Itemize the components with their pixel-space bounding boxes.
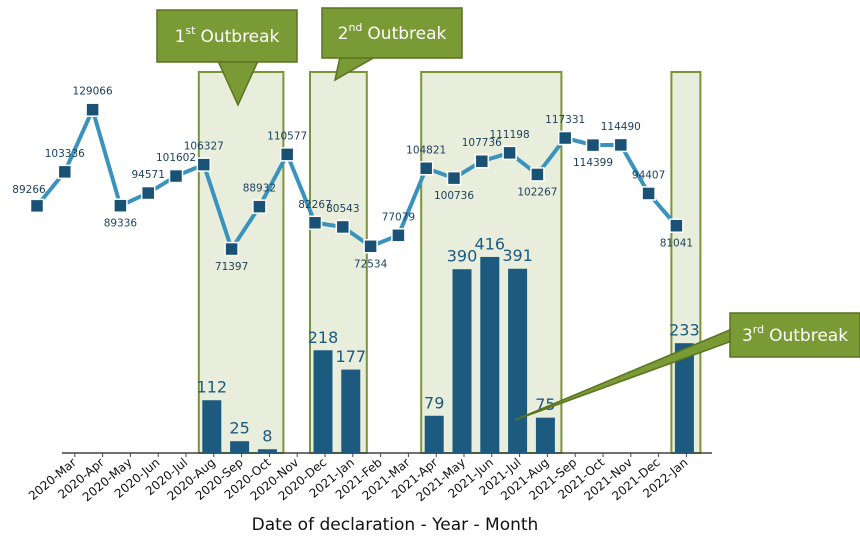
callout-label: 3rd Outbreak xyxy=(742,323,848,346)
line-marker xyxy=(85,102,100,117)
line-value-label: 80543 xyxy=(326,203,359,215)
line-value-label: 101602 xyxy=(156,152,196,164)
line-value-label: 103336 xyxy=(45,148,85,160)
callout-text: Outbreak xyxy=(367,24,446,44)
line-value-label: 94407 xyxy=(632,169,665,181)
line-marker xyxy=(252,199,267,214)
callout-label: 2nd Outbreak xyxy=(338,21,447,44)
line-value-label: 104821 xyxy=(406,144,446,156)
bar-value-label: 416 xyxy=(475,234,506,253)
line-marker xyxy=(363,239,378,254)
line-value-label: 102267 xyxy=(517,186,557,198)
line-marker xyxy=(557,130,573,146)
line-marker xyxy=(585,137,601,153)
callout-number: 2 xyxy=(338,24,349,44)
bar-value-label: 177 xyxy=(336,347,367,366)
bar-value-label: 25 xyxy=(229,419,249,438)
bar xyxy=(341,369,361,453)
line-marker xyxy=(113,198,128,213)
callout-box xyxy=(156,9,298,63)
bar xyxy=(452,269,472,453)
line-value-label: 88932 xyxy=(243,183,276,195)
line-value-label: 111198 xyxy=(490,129,530,141)
bar xyxy=(508,268,528,453)
line-marker xyxy=(474,153,490,169)
line-value-label: 114490 xyxy=(601,121,641,133)
line-value-label: 129066 xyxy=(73,86,113,98)
bar xyxy=(313,350,333,453)
bar-value-label: 233 xyxy=(669,321,700,340)
bar xyxy=(480,256,500,453)
line-marker xyxy=(641,186,656,201)
outbreak-callout: 1st Outbreak xyxy=(156,9,298,107)
callout-number: 3 xyxy=(742,326,753,346)
line-value-label: 71397 xyxy=(215,261,248,273)
bar xyxy=(424,415,444,453)
callout-suffix: st xyxy=(185,24,196,37)
line-marker xyxy=(307,215,323,231)
callout-number: 1 xyxy=(175,27,186,47)
line-value-label: 81041 xyxy=(660,238,693,250)
line-value-label: 107736 xyxy=(462,137,502,149)
line-marker xyxy=(57,164,73,180)
line-value-label: 77079 xyxy=(382,211,415,223)
line-value-label: 106327 xyxy=(184,141,224,153)
line-value-label: 114399 xyxy=(573,157,613,169)
line-marker xyxy=(29,198,45,214)
line-marker xyxy=(446,170,462,186)
callout-text: Outbreak xyxy=(769,326,848,346)
callout-text: Outbreak xyxy=(200,27,279,47)
line-marker xyxy=(335,219,351,235)
outbreak-callout: 2nd Outbreak xyxy=(321,7,463,82)
line-marker xyxy=(279,147,295,162)
callout-box xyxy=(729,312,860,358)
line-value-label: 89266 xyxy=(12,184,46,196)
bar xyxy=(230,441,250,453)
line-value-label: 117331 xyxy=(545,114,585,126)
callout-box xyxy=(321,7,463,59)
line-value-label: 89336 xyxy=(104,218,138,230)
line-marker xyxy=(224,241,239,257)
line-marker xyxy=(391,228,406,243)
line-marker xyxy=(530,167,545,182)
bar-value-label: 391 xyxy=(502,246,533,265)
x-axis-title: Date of declaration - Year - Month xyxy=(252,515,539,535)
line-marker xyxy=(140,185,156,201)
line-value-label: 94571 xyxy=(131,169,164,181)
bar xyxy=(674,343,694,453)
line-value-label: 110577 xyxy=(267,130,307,142)
callout-suffix: rd xyxy=(753,323,764,336)
bar-value-label: 8 xyxy=(262,427,272,446)
bar-value-label: 79 xyxy=(424,393,444,412)
line-value-label: 72534 xyxy=(354,258,388,270)
bar xyxy=(202,400,222,453)
bar xyxy=(535,417,555,453)
bar-value-label: 218 xyxy=(308,328,339,347)
line-marker xyxy=(613,137,629,153)
bar-value-label: 112 xyxy=(197,378,228,397)
line-value-label: 82267 xyxy=(298,199,331,211)
line-marker xyxy=(196,157,212,172)
line-marker xyxy=(502,145,517,161)
bar xyxy=(257,449,277,453)
callout-suffix: nd xyxy=(348,21,362,34)
outbreak-callout: 3rd Outbreak xyxy=(514,312,860,421)
outbreak-region xyxy=(197,71,285,454)
line-marker xyxy=(669,218,684,233)
line-marker xyxy=(168,168,184,184)
line-marker xyxy=(418,161,434,176)
callout-label: 1st Outbreak xyxy=(175,24,280,47)
bar-value-label: 390 xyxy=(447,247,478,266)
line-value-label: 100736 xyxy=(434,190,474,202)
